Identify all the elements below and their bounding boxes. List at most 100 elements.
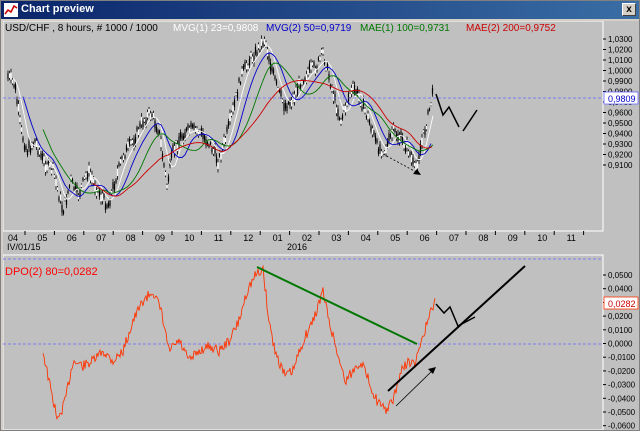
time-tick-label: 07 xyxy=(96,233,106,243)
candle-body xyxy=(94,184,96,192)
dpo-tick-label: 0,0000 xyxy=(608,340,633,349)
candle-body xyxy=(281,99,284,102)
candle-body xyxy=(68,185,71,188)
candle-body xyxy=(406,140,408,148)
candle-body xyxy=(398,135,401,143)
candle-body xyxy=(127,141,129,148)
candle-body xyxy=(140,116,143,125)
candle-body xyxy=(202,131,204,139)
candle-body xyxy=(226,127,228,132)
candle-body xyxy=(10,72,12,80)
time-tick-label: 03 xyxy=(331,233,341,243)
candle-body xyxy=(377,149,380,154)
candle-body xyxy=(373,131,375,136)
time-tick-label: 05 xyxy=(390,233,400,243)
candle-body xyxy=(155,126,158,132)
moving-average-line xyxy=(12,45,434,200)
candle-body xyxy=(151,114,153,119)
candlesticks xyxy=(7,35,434,216)
candle-body xyxy=(40,153,42,158)
candle-body xyxy=(35,140,38,147)
chart-icon xyxy=(4,3,18,17)
candle-body xyxy=(296,86,299,95)
candle-body xyxy=(349,93,351,98)
candle-body xyxy=(158,130,161,134)
candle-body xyxy=(265,42,267,47)
candle-body xyxy=(211,148,213,153)
divergence-arrowhead xyxy=(413,169,421,175)
candle-body xyxy=(364,108,366,113)
candle-body xyxy=(394,129,396,132)
candle-body xyxy=(418,154,420,161)
candle-body xyxy=(316,66,318,71)
candle-body xyxy=(355,90,357,95)
candle-body xyxy=(16,99,18,105)
candle-body xyxy=(157,130,159,135)
candle-body xyxy=(130,140,132,145)
candle-body xyxy=(197,131,200,136)
candle-body xyxy=(190,122,192,127)
candle-body xyxy=(326,63,329,69)
candle-body xyxy=(25,146,27,151)
candle-body xyxy=(361,107,363,111)
candle-body xyxy=(421,137,423,146)
candle-body xyxy=(160,139,162,148)
candle-body xyxy=(32,142,35,146)
candle-body xyxy=(101,193,104,201)
candle-body xyxy=(241,68,243,75)
candle-body xyxy=(145,119,147,126)
candle-body xyxy=(374,135,377,142)
candle-body xyxy=(44,164,47,172)
candle-body xyxy=(286,105,288,111)
dpo-line xyxy=(42,264,436,421)
candle-body xyxy=(260,38,263,46)
candle-body xyxy=(380,151,383,157)
time-tick-label: 12 xyxy=(243,233,253,243)
candle-body xyxy=(100,194,102,202)
candle-body xyxy=(430,103,432,106)
candle-body xyxy=(38,149,41,155)
candle-body xyxy=(431,87,434,94)
candle-body xyxy=(115,179,117,183)
candle-body xyxy=(283,103,285,112)
candle-body xyxy=(172,144,174,149)
candle-body xyxy=(92,178,95,184)
dpo-tick-label: 0,0500 xyxy=(608,271,633,280)
candle-body xyxy=(89,172,92,180)
title-bar[interactable]: Chart preview x xyxy=(1,1,639,19)
candle-body xyxy=(272,69,275,74)
candle-body xyxy=(391,129,393,138)
candle-body xyxy=(256,51,258,56)
dpo-projection-zigzag xyxy=(435,303,476,328)
candle-body xyxy=(46,164,48,171)
candle-body xyxy=(8,73,11,78)
candle-body xyxy=(323,60,326,65)
candle-body xyxy=(247,65,249,70)
candle-body xyxy=(20,127,23,132)
candle-body xyxy=(58,197,60,201)
candle-body xyxy=(221,145,224,150)
candle-body xyxy=(334,93,336,101)
dpo-value-box xyxy=(603,296,639,310)
candle-body xyxy=(86,173,89,179)
candle-body xyxy=(352,83,354,91)
candle-body xyxy=(23,145,26,150)
candle-body xyxy=(152,112,155,118)
candle-body xyxy=(43,156,45,164)
candle-body xyxy=(412,157,414,164)
candle-body xyxy=(379,144,381,151)
close-button[interactable]: x xyxy=(622,3,636,16)
candle-body xyxy=(356,88,359,94)
candle-body xyxy=(413,162,416,167)
candle-body xyxy=(124,155,126,159)
projection-zigzag xyxy=(435,93,460,128)
candle-body xyxy=(320,49,323,53)
candle-body xyxy=(229,113,231,122)
chart-canvas[interactable]: USD/CHF , 8 hours, # 1000 / 1000 MVG(1) … xyxy=(3,21,639,430)
candle-body xyxy=(205,139,207,146)
window-title: Chart preview xyxy=(21,3,94,15)
chart-area[interactable]: USD/CHF , 8 hours, # 1000 / 1000 MVG(1) … xyxy=(3,21,639,430)
candle-body xyxy=(233,99,236,107)
trendline-black xyxy=(387,265,526,392)
